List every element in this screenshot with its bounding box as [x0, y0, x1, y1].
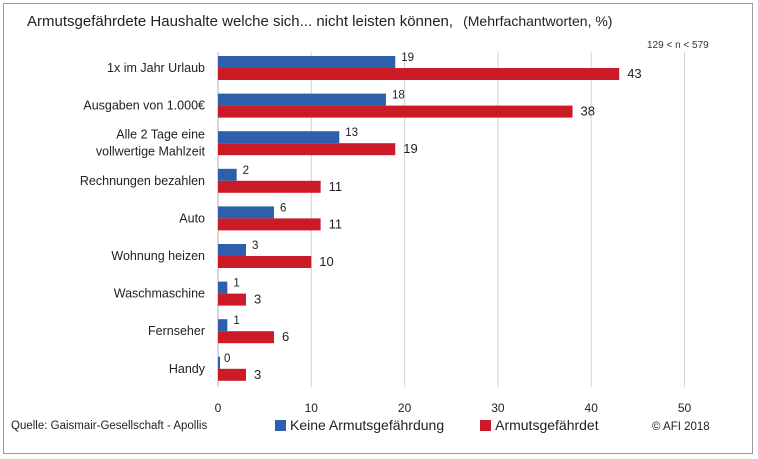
- category-label: Waschmaschine: [114, 287, 205, 301]
- category-label: Auto: [179, 211, 205, 225]
- bar-armutsgefaehrdet: [218, 105, 573, 118]
- category-label: Handy: [169, 362, 206, 376]
- x-tick-label: 10: [305, 401, 319, 415]
- bar-keine-armutsgefaehrdung: [218, 244, 246, 256]
- bar-armutsgefaehrdet: [218, 331, 274, 344]
- data-label: 1: [233, 315, 239, 327]
- bar-keine-armutsgefaehrdung: [218, 131, 340, 144]
- bar-armutsgefaehrdet: [218, 293, 246, 306]
- data-label: 3: [254, 292, 261, 307]
- category-label: Alle 2 Tage eine: [116, 128, 205, 142]
- data-label: 0: [224, 353, 230, 365]
- data-label: 6: [282, 329, 289, 344]
- category-label: vollwertige Mahlzeit: [96, 145, 206, 159]
- data-label: 43: [627, 66, 641, 81]
- x-tick-label: 40: [585, 401, 599, 415]
- sample-size-note: 129 < n < 579: [647, 40, 709, 51]
- data-label: 11: [329, 216, 343, 231]
- bar-keine-armutsgefaehrdung: [218, 281, 228, 294]
- data-label: 6: [280, 202, 286, 214]
- data-label: 19: [401, 52, 414, 64]
- bar-armutsgefaehrdet: [218, 256, 312, 268]
- x-tick-label: 30: [491, 401, 505, 415]
- x-tick-label: 50: [678, 401, 692, 415]
- category-label: Ausgaben von 1.000€: [83, 99, 205, 113]
- bar-armutsgefaehrdet: [218, 180, 321, 193]
- legend-swatch: [275, 419, 286, 431]
- bar-keine-armutsgefaehrdung: [218, 168, 237, 181]
- data-label: 1: [233, 278, 239, 290]
- x-tick-label: 20: [398, 401, 412, 415]
- bar-keine-armutsgefaehrdung: [218, 56, 396, 68]
- data-label: 2: [243, 165, 249, 177]
- data-label: 3: [252, 240, 258, 252]
- title-text: Armutsgefährdete Haushalte welche sich..…: [27, 13, 454, 30]
- copyright-note: © AFI 2018: [652, 421, 710, 433]
- data-label: 11: [329, 179, 343, 194]
- bar-armutsgefaehrdet: [218, 218, 321, 231]
- source-note: Quelle: Gaismair-Gesellschaft - Apollis: [11, 420, 208, 432]
- data-label: 18: [392, 90, 405, 102]
- bar-armutsgefaehrdet: [218, 143, 396, 156]
- data-label: 3: [254, 367, 261, 382]
- data-label: 13: [345, 127, 358, 139]
- bar-armutsgefaehrdet: [218, 368, 246, 381]
- legend-label: Armutsgefährdet: [495, 417, 599, 433]
- data-label: 19: [403, 141, 417, 156]
- bar-keine-armutsgefaehrdung: [218, 93, 386, 106]
- category-label: 1x im Jahr Urlaub: [107, 61, 205, 75]
- bar-keine-armutsgefaehrdung: [218, 319, 228, 332]
- x-tick-label: 0: [215, 401, 222, 415]
- legend-item: Keine Armutsgefährdung: [275, 417, 444, 433]
- category-label: Rechnungen bezahlen: [80, 174, 205, 188]
- bar-keine-armutsgefaehrdung: [218, 356, 220, 369]
- legend-swatch: [480, 419, 492, 431]
- category-label: Wohnung heizen: [111, 249, 205, 263]
- category-label: Fernseher: [148, 324, 205, 338]
- bar-keine-armutsgefaehrdung: [218, 206, 274, 219]
- subtitle-text: (Mehrfachantworten, %): [463, 13, 613, 29]
- data-label: 10: [319, 254, 333, 269]
- chart-title: Armutsgefährdete Haushalte welche sich..…: [27, 13, 612, 30]
- legend-item: Armutsgefährdet: [480, 417, 599, 433]
- legend: Keine Armutsgefährdung Armutsgefährdet: [275, 417, 599, 433]
- legend-label: Keine Armutsgefährdung: [290, 417, 445, 433]
- data-label: 38: [581, 104, 595, 119]
- bar-armutsgefaehrdet: [218, 68, 620, 80]
